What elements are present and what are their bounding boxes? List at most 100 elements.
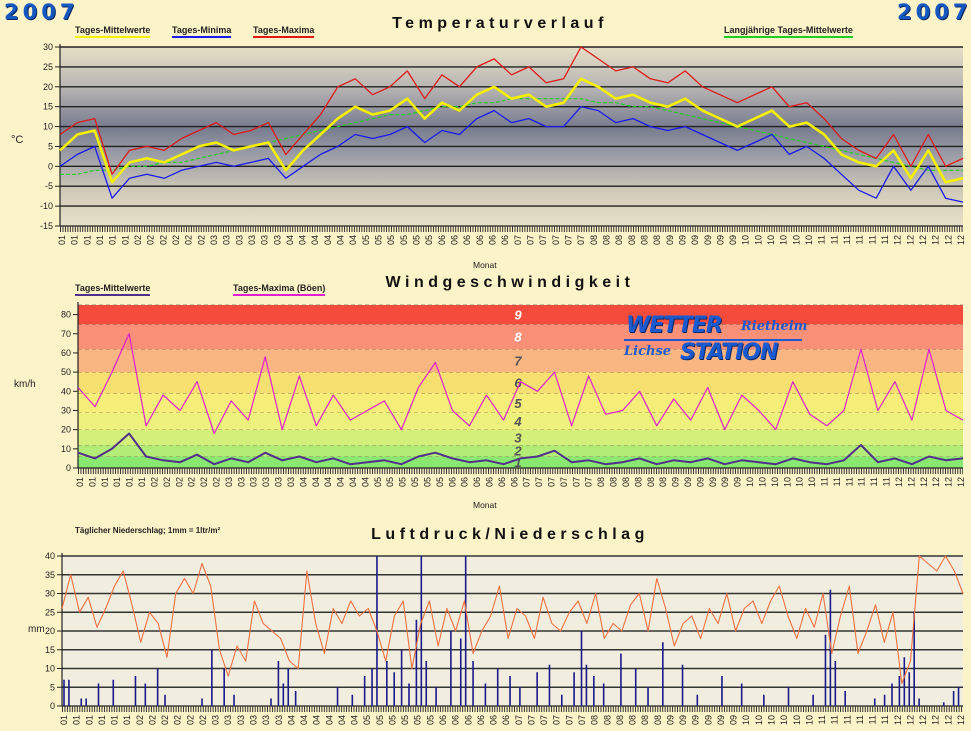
press-xtick-label: 01 xyxy=(110,715,120,725)
precip-bar xyxy=(834,661,837,706)
precip-bar xyxy=(144,683,147,706)
temperature-chart-title: Temperaturverlauf xyxy=(392,15,608,32)
wind-xtick-label: 12 xyxy=(919,477,929,487)
precip-bar xyxy=(844,691,846,706)
press-xtick-label: 08 xyxy=(628,715,638,725)
wind-xtick-label: 04 xyxy=(311,477,321,487)
wind-xtick-label: 10 xyxy=(745,477,755,487)
wind-xtick-label: 08 xyxy=(633,477,643,487)
temp-xtick-label: 01 xyxy=(82,235,92,245)
temp-xtick-label: 03 xyxy=(234,235,244,245)
wind-xtick-label: 03 xyxy=(261,477,271,487)
temperature-plot-background xyxy=(60,47,963,226)
beaufort-label: 9 xyxy=(514,308,522,323)
press-xtick-label: 09 xyxy=(716,715,726,725)
beaufort-label: 2 xyxy=(513,444,522,459)
precip-bar xyxy=(363,676,366,706)
precip-bar xyxy=(68,679,70,706)
temp-ytick-label: 0 xyxy=(48,161,53,171)
series-wind-mean-line xyxy=(77,432,964,466)
temp-xtick-label: 12 xyxy=(956,235,966,245)
logo-station: STATION xyxy=(680,340,778,365)
precip-bar xyxy=(400,649,403,706)
temp-xtick-label: 08 xyxy=(589,235,599,245)
press-xtick-label: 12 xyxy=(931,715,941,725)
legend-temp-max: Tages-Maxima xyxy=(253,25,315,38)
press-xtick-label: 12 xyxy=(905,715,915,725)
temp-xtick-label: 03 xyxy=(272,235,282,245)
temp-xtick-label: 02 xyxy=(184,235,194,245)
press-xtick-label: 10 xyxy=(754,715,764,725)
precip-bar xyxy=(351,694,354,706)
press-xtick-label: 02 xyxy=(147,715,157,725)
wind-ytick-label: 0 xyxy=(66,463,71,473)
wind-y-axis-label: km/h xyxy=(14,379,36,390)
temp-xtick-label: 01 xyxy=(70,235,80,245)
precip-bar xyxy=(721,676,723,706)
press-xtick-label: 08 xyxy=(590,715,600,725)
precip-bar xyxy=(918,698,920,706)
press-xtick-label: 04 xyxy=(337,715,347,725)
temperature-x-axis-label: Monat xyxy=(473,260,497,270)
precip-bar xyxy=(509,676,511,706)
press-xtick-label: 12 xyxy=(893,715,903,725)
temp-ytick-label: 25 xyxy=(43,62,53,72)
wind-xtick-label: 05 xyxy=(373,477,383,487)
press-xtick-label: 10 xyxy=(741,715,751,725)
temp-xtick-label: 01 xyxy=(108,235,118,245)
temp-ytick-label: -10 xyxy=(40,201,53,211)
press-xtick-label: 11 xyxy=(880,715,890,724)
press-xtick-label: 04 xyxy=(299,715,309,725)
temp-xtick-label: 05 xyxy=(424,235,434,245)
temp-xtick-label: 02 xyxy=(171,235,181,245)
press-xtick-label: 05 xyxy=(375,715,385,725)
precip-bar xyxy=(211,649,213,706)
press-xtick-label: 08 xyxy=(653,715,663,725)
press-xtick-label: 05 xyxy=(425,715,435,725)
series-gust-line xyxy=(77,333,964,435)
wind-xtick-label: 11 xyxy=(820,477,830,486)
temp-xtick-label: 06 xyxy=(462,235,472,245)
legend-temp-min: Tages-Minima xyxy=(172,25,232,38)
press-xtick-label: 05 xyxy=(362,715,372,725)
press-xtick-label: 01 xyxy=(72,715,82,725)
press-xtick-label: 09 xyxy=(678,715,688,725)
press-xtick-label: 05 xyxy=(400,715,410,725)
precip-bar xyxy=(270,698,272,706)
press-xtick-label: 11 xyxy=(842,715,852,724)
precip-bar xyxy=(80,698,83,706)
legend-wind-gust: Tages-Maxima (Böen) xyxy=(233,283,326,296)
precip-bar xyxy=(740,683,743,706)
wind-ytick-label: 40 xyxy=(61,386,71,396)
temp-xtick-label: 10 xyxy=(753,235,763,245)
temp-xtick-label: 04 xyxy=(348,235,358,245)
wind-xtick-label: 01 xyxy=(137,477,147,487)
press-xtick-label: 12 xyxy=(956,715,966,725)
wind-xtick-label: 03 xyxy=(274,477,284,487)
wind-xtick-label: 05 xyxy=(435,477,445,487)
temp-xtick-label: 12 xyxy=(893,235,903,245)
precip-bar xyxy=(891,683,893,706)
press-ytick-label: 5 xyxy=(50,682,55,692)
temp-ytick-label: 20 xyxy=(43,82,53,92)
beaufort-label: 1 xyxy=(514,455,521,470)
wind-xtick-label: 03 xyxy=(249,477,259,487)
precip-bar xyxy=(620,653,622,706)
temp-xtick-label: 05 xyxy=(361,235,371,245)
wind-xtick-label: 07 xyxy=(571,477,581,487)
beaufort-band xyxy=(78,393,963,413)
precip-bar xyxy=(957,687,960,706)
beaufort-label: 7 xyxy=(514,354,522,369)
beaufort-band xyxy=(78,324,963,350)
temp-ytick-label: 10 xyxy=(43,122,53,132)
temp-ytick-label: 15 xyxy=(43,102,53,112)
temp-xtick-label: 06 xyxy=(437,235,447,245)
precip-bar xyxy=(223,668,225,706)
precip-bar xyxy=(277,661,280,706)
precip-bar xyxy=(233,694,235,706)
precip-bar xyxy=(898,676,901,706)
press-xtick-label: 02 xyxy=(185,715,195,725)
wind-xtick-label: 09 xyxy=(695,477,705,487)
wind-xtick-label: 11 xyxy=(882,477,892,486)
temp-xtick-label: 03 xyxy=(260,235,270,245)
